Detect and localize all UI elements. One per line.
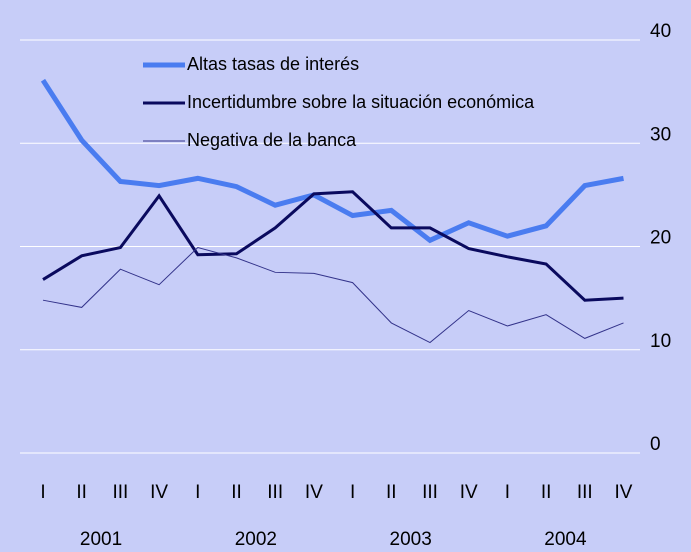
x-tick-label: II [76, 482, 87, 503]
series-line [42, 246, 624, 344]
y-tick-label: 10 [650, 331, 671, 352]
x-tick-label: I [350, 482, 355, 503]
x-tick-label: III [112, 482, 128, 503]
series-line [42, 190, 624, 302]
y-tick-label: 30 [650, 124, 671, 145]
year-label: 2004 [544, 529, 587, 550]
year-label: 2002 [235, 529, 277, 550]
x-tick-label: IV [615, 482, 633, 503]
x-tick-label: IV [460, 482, 478, 503]
legend-label: Negativa de la banca [187, 130, 357, 150]
x-tick-label: III [422, 482, 438, 503]
legend-label: Incertidumbre sobre la situación económi… [187, 92, 535, 112]
x-tick-label: II [541, 482, 552, 503]
y-tick-label: 0 [650, 434, 661, 455]
series-line [40, 78, 624, 244]
x-tick-label: I [40, 482, 45, 503]
x-tick-label: I [195, 482, 200, 503]
x-tick-label: II [231, 482, 242, 503]
x-tick-label: IV [305, 482, 323, 503]
year-label: 2001 [80, 529, 122, 550]
x-tick-label: IV [150, 482, 168, 503]
year-label: 2003 [390, 529, 432, 550]
legend-label: Altas tasas de interés [187, 54, 359, 74]
x-tick-label: III [267, 482, 283, 503]
y-tick-label: 20 [650, 228, 671, 249]
y-tick-label: 40 [650, 21, 671, 42]
x-tick-label: I [505, 482, 510, 503]
x-tick-label: III [577, 482, 593, 503]
x-tick-label: II [386, 482, 397, 503]
